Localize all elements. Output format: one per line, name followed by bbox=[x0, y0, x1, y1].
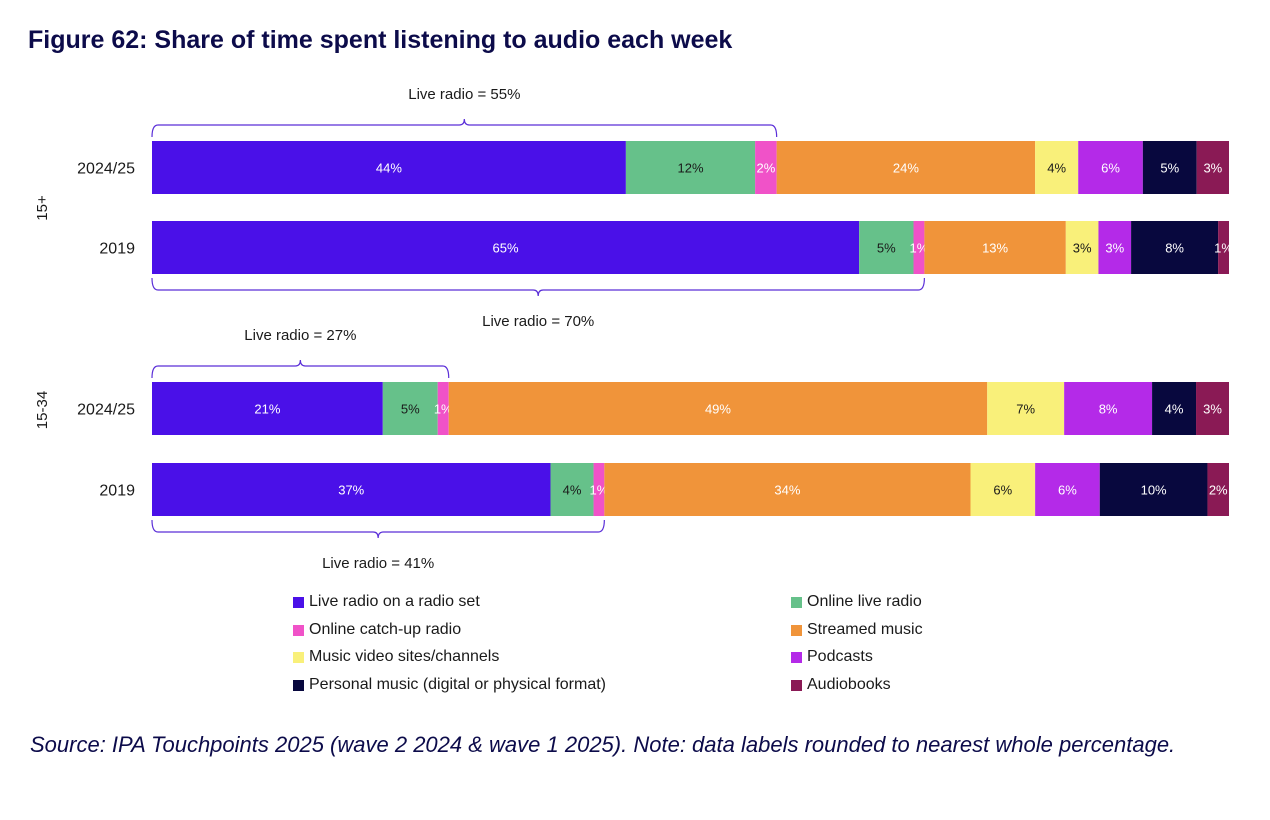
data-label: 5% bbox=[1160, 161, 1179, 176]
bar-segment bbox=[1218, 221, 1229, 274]
chart-title: Figure 62: Share of time spent listening… bbox=[28, 26, 733, 54]
bar-segment bbox=[152, 221, 860, 274]
data-label: 3% bbox=[1203, 161, 1222, 176]
data-label: 6% bbox=[993, 483, 1012, 498]
data-label: 6% bbox=[1101, 161, 1120, 176]
bar-segment bbox=[776, 141, 1036, 194]
data-label: 7% bbox=[1016, 402, 1035, 417]
data-label: 4% bbox=[563, 483, 582, 498]
bar-segment bbox=[152, 463, 551, 516]
bar-segment bbox=[152, 141, 626, 194]
bar-segment bbox=[1207, 463, 1229, 516]
bar-segment bbox=[1142, 141, 1197, 194]
data-label: 8% bbox=[1165, 241, 1184, 256]
data-label: 2% bbox=[756, 161, 775, 176]
data-label: 5% bbox=[401, 402, 420, 417]
bracket bbox=[151, 519, 605, 539]
data-label: 1% bbox=[910, 241, 929, 256]
bar-segment bbox=[1098, 221, 1132, 274]
group-label: 15+ bbox=[34, 195, 51, 221]
category-label: 2024/25 bbox=[77, 402, 135, 419]
category-label: 2019 bbox=[99, 241, 135, 258]
data-label: 37% bbox=[338, 483, 364, 498]
data-label: 1% bbox=[590, 483, 609, 498]
bar-segment bbox=[550, 463, 594, 516]
bar-segment bbox=[913, 221, 925, 274]
data-label: 21% bbox=[254, 402, 280, 417]
data-label: 34% bbox=[774, 483, 800, 498]
data-label: 3% bbox=[1203, 402, 1222, 417]
annotation-label: Live radio = 70% bbox=[482, 313, 594, 330]
data-label: 6% bbox=[1058, 483, 1077, 498]
bar-segment bbox=[1065, 221, 1099, 274]
bar-segment bbox=[448, 382, 988, 435]
group-label: 15-34 bbox=[34, 391, 51, 429]
category-label: 2019 bbox=[99, 483, 135, 500]
bar-segment bbox=[1131, 221, 1219, 274]
bar-segment bbox=[1064, 382, 1153, 435]
bar-segment bbox=[1196, 141, 1229, 194]
bar-segment bbox=[1196, 382, 1229, 435]
bar-segment bbox=[755, 141, 777, 194]
bar-segment bbox=[382, 382, 438, 435]
bar-segment bbox=[859, 221, 914, 274]
bar-segment bbox=[924, 221, 1066, 274]
bar-segment bbox=[593, 463, 605, 516]
bar-segment bbox=[970, 463, 1036, 516]
bracket bbox=[151, 359, 450, 379]
data-label: 3% bbox=[1105, 241, 1124, 256]
bar-segment bbox=[437, 382, 449, 435]
annotation-label: Live radio = 41% bbox=[322, 555, 434, 572]
data-label: 12% bbox=[677, 161, 703, 176]
data-label: 24% bbox=[893, 161, 919, 176]
bar-segment bbox=[604, 463, 971, 516]
bar-segment bbox=[1035, 463, 1100, 516]
bracket bbox=[151, 118, 778, 138]
data-label: 1% bbox=[1214, 241, 1233, 256]
data-label: 1% bbox=[434, 402, 453, 417]
data-label: 10% bbox=[1141, 483, 1167, 498]
source-note: Source: IPA Touchpoints 2025 (wave 2 202… bbox=[30, 732, 1176, 757]
bar-segment bbox=[1099, 463, 1208, 516]
data-label: 44% bbox=[376, 161, 402, 176]
annotation-label: Live radio = 27% bbox=[244, 327, 356, 344]
data-label: 4% bbox=[1165, 402, 1184, 417]
annotation-label: Live radio = 55% bbox=[408, 86, 520, 103]
data-label: 4% bbox=[1047, 161, 1066, 176]
bar-segment bbox=[987, 382, 1065, 435]
bar-segment bbox=[1152, 382, 1197, 435]
data-label: 13% bbox=[982, 241, 1008, 256]
bar-segment bbox=[625, 141, 756, 194]
data-label: 49% bbox=[705, 402, 731, 417]
bar-segment bbox=[152, 382, 383, 435]
category-label: 2024/25 bbox=[77, 161, 135, 178]
data-label: 8% bbox=[1099, 402, 1118, 417]
bar-segment bbox=[1078, 141, 1143, 194]
bracket bbox=[151, 277, 925, 297]
data-label: 65% bbox=[493, 241, 519, 256]
bar-segment bbox=[1035, 141, 1079, 194]
data-label: 3% bbox=[1073, 241, 1092, 256]
data-label: 5% bbox=[877, 241, 896, 256]
data-label: 2% bbox=[1209, 483, 1228, 498]
